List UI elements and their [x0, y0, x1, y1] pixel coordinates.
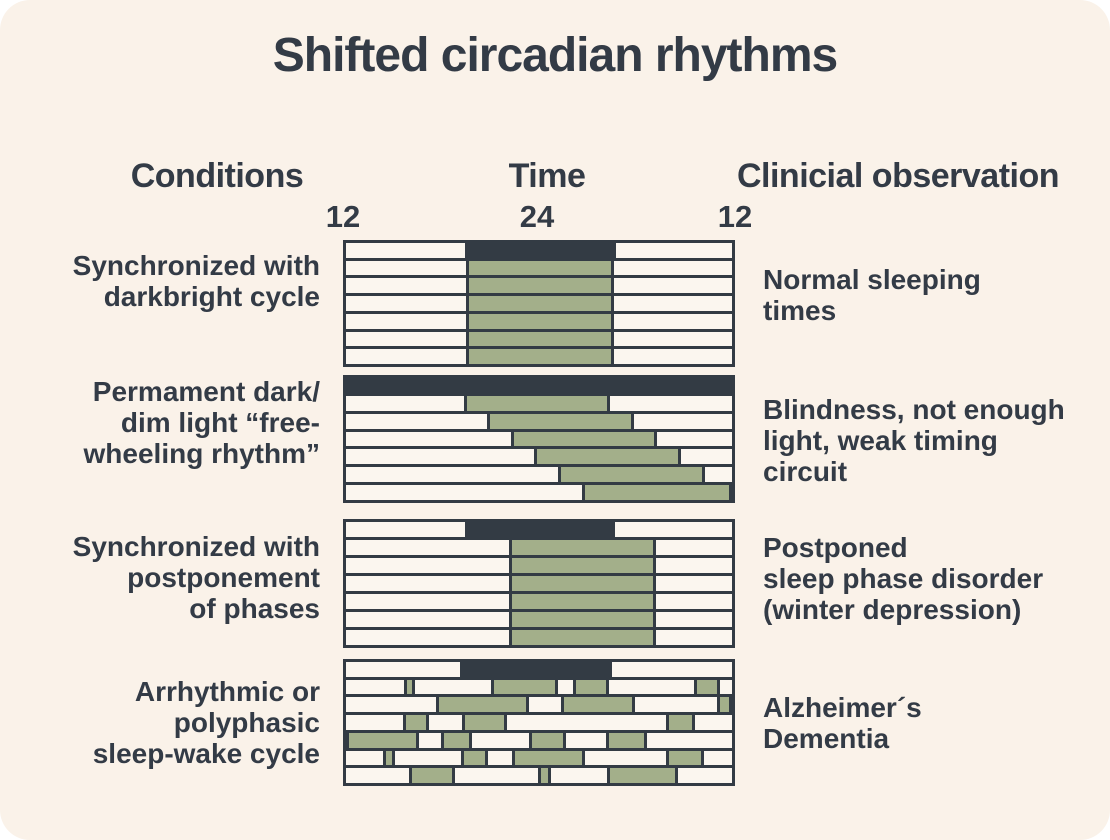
column-header-conditions: Conditions: [130, 157, 304, 195]
sleep-phase-bar: [465, 296, 615, 311]
dark-phase-bar: [460, 662, 612, 677]
sleep-phase-bar: [487, 413, 634, 429]
sleep-phase-bar: [463, 395, 611, 411]
timeline-row: [346, 431, 732, 450]
timeline-row: [346, 558, 732, 576]
sleep-phase-bar: [510, 431, 658, 447]
column-header-time: Time: [508, 157, 586, 195]
sleep-phase-bar: [435, 697, 530, 713]
timeline-row: [346, 768, 732, 784]
timeline-row: [346, 612, 732, 630]
timeline-row: [346, 378, 732, 396]
timeline-row: [346, 732, 732, 751]
sleep-phase-bar: [605, 732, 647, 748]
sleep-phase-bar: [538, 768, 552, 784]
timeline-row: [346, 576, 732, 594]
sleep-phase-bar: [666, 715, 695, 730]
dark-phase-bar: [464, 243, 617, 258]
sleep-phase-bar: [508, 594, 656, 609]
timeline-row: [346, 413, 732, 432]
sleep-phase-bar: [461, 715, 508, 730]
sleep-phase-bar: [572, 679, 609, 695]
sleep-phase-bar: [694, 679, 721, 695]
sleep-phase-bar: [465, 313, 615, 329]
dark-phase-bar: [464, 522, 616, 537]
time-tick-12-left: 12: [325, 199, 361, 234]
column-header-clinical-observation: Clinicial observation: [736, 157, 1060, 195]
time-tick-12-right: 12: [717, 199, 753, 234]
sleep-phase-bar: [511, 750, 585, 766]
timeline-panel-postponed-phase: [343, 519, 735, 648]
sleep-phase-bar: [582, 485, 732, 501]
dark-phase-bar: [346, 378, 732, 393]
observation-label-postponed-disorder: Postponed sleep phase disorder (winter d…: [763, 532, 1044, 625]
timeline-row: [346, 331, 732, 350]
timeline-row: [346, 594, 732, 612]
timeline-row: [346, 697, 732, 716]
sleep-phase-bar: [441, 732, 472, 748]
condition-label-postponement: Synchronized with postponement of phases: [72, 531, 320, 624]
observation-label-normal-sleeping: Normal sleeping times: [763, 264, 981, 326]
sleep-phase-bar: [528, 732, 567, 748]
timeline-panel-free-wheeling: [343, 375, 735, 503]
sleep-phase-bar: [561, 697, 636, 713]
sleep-phase-bar: [534, 449, 682, 465]
timeline-row: [346, 662, 732, 680]
timeline-row: [346, 715, 732, 733]
observation-label-alzheimers: Alzheimer´s Dementia: [763, 692, 922, 754]
sleep-phase-bar: [409, 768, 456, 784]
sleep-phase-bar: [465, 260, 615, 276]
timeline-row: [346, 260, 732, 279]
timeline-row: [346, 243, 732, 261]
condition-label-permanent-dark: Permament dark/ dim light “free- wheelin…: [83, 376, 320, 469]
sleep-phase-bar: [402, 715, 429, 730]
sleep-phase-bar: [383, 750, 396, 766]
timeline-panel-arrhythmic: [343, 659, 735, 786]
timeline-row: [346, 449, 732, 468]
sleep-phase-bar: [465, 278, 615, 294]
timeline-row: [346, 679, 732, 698]
timeline-row: [346, 750, 732, 769]
page-title: Shifted circadian rhythms: [272, 29, 838, 82]
timeline-row: [346, 630, 732, 645]
timeline-row: [346, 467, 732, 486]
observation-label-blindness: Blindness, not enough light, weak timing…: [763, 394, 1065, 487]
timeline-row: [346, 349, 732, 365]
timeline-row: [346, 485, 732, 501]
sleep-phase-bar: [607, 768, 678, 784]
sleep-phase-bar: [717, 697, 732, 713]
condition-label-arrhythmic: Arrhythmic or polyphasic sleep-wake cycl…: [92, 676, 320, 769]
sleep-phase-bar: [403, 679, 415, 695]
timeline-row: [346, 540, 732, 558]
timeline-row: [346, 522, 732, 540]
timeline-row: [346, 395, 732, 414]
sleep-phase-bar: [508, 540, 656, 555]
sleep-phase-bar: [508, 612, 656, 627]
sleep-phase-bar: [666, 750, 705, 766]
sleep-phase-bar: [508, 630, 656, 645]
sleep-phase-bar: [508, 576, 656, 591]
timeline-panel-normal-sleep: [343, 240, 735, 367]
sleep-phase-bar: [461, 750, 489, 766]
sleep-phase-bar: [557, 467, 705, 483]
timeline-row: [346, 313, 732, 332]
sleep-phase-bar: [465, 349, 615, 365]
sleep-phase-bar: [490, 679, 558, 695]
sleep-phase-bar: [465, 331, 615, 347]
sleep-phase-bar: [508, 558, 656, 573]
condition-label-synchronized-darkbright: Synchronized with darkbright cycle: [72, 250, 320, 312]
timeline-row: [346, 278, 732, 297]
time-tick-24: 24: [519, 199, 555, 234]
sleep-phase-bar: [346, 732, 420, 748]
timeline-row: [346, 296, 732, 314]
